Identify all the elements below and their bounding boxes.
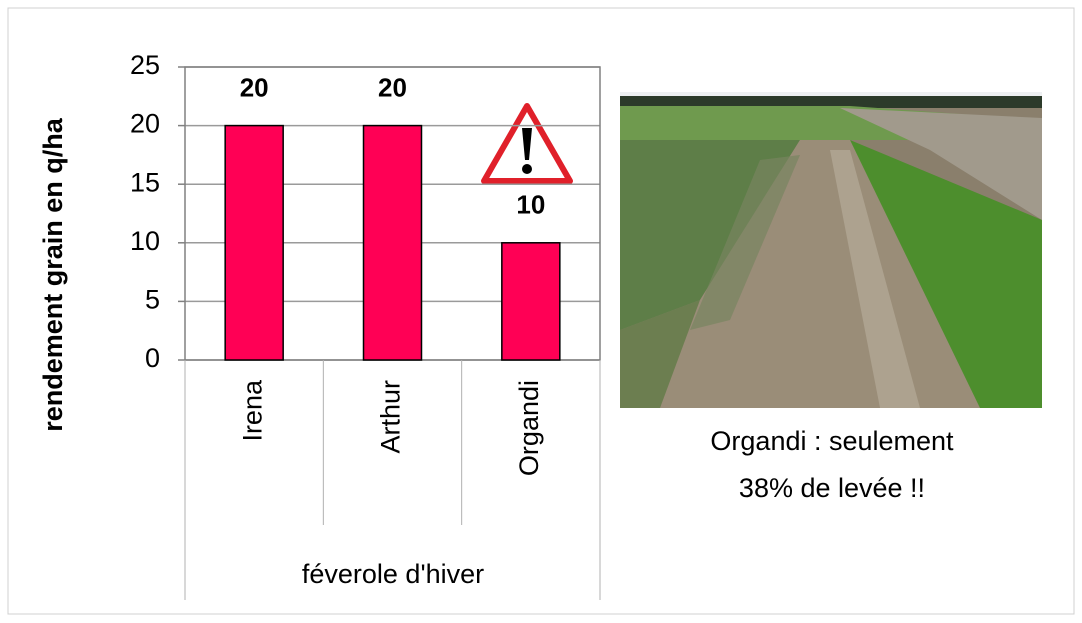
y-tick-label: 20 (130, 109, 160, 139)
x-axis-label: féverole d'hiver (302, 559, 484, 589)
y-tick-label: 15 (130, 167, 160, 197)
y-axis-label: rendement grain en q/ha (38, 117, 68, 432)
y-tick-label: 5 (145, 285, 160, 315)
annotation: 38% de levée !! (739, 473, 925, 503)
y-tick-label: 0 (145, 343, 160, 373)
photo (620, 92, 1042, 408)
bar (362, 124, 423, 361)
value-label: 10 (516, 190, 545, 220)
x-tick-label: Irena (237, 379, 267, 442)
annotation: Organdi : seulement (710, 426, 954, 456)
bar (501, 242, 561, 361)
y-tick-label: 10 (130, 226, 160, 256)
bar (224, 124, 284, 361)
x-tick-label: Arthur (376, 380, 406, 454)
y-tick-label: 25 (130, 50, 160, 80)
value-label: 20 (240, 72, 269, 102)
warning-icon (481, 103, 573, 184)
x-tick-label: Organdi (514, 380, 544, 476)
value-label: 20 (378, 72, 407, 102)
